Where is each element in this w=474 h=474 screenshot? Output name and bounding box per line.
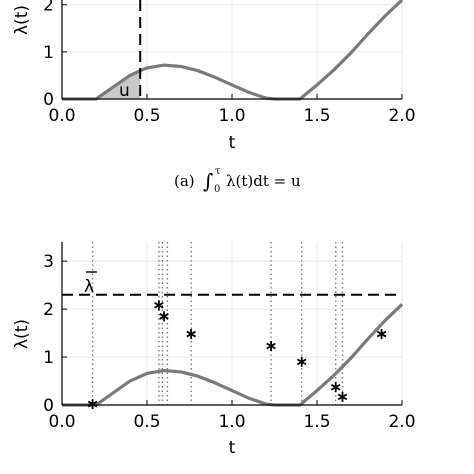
panel-b-x-tick-label: 0.0 bbox=[48, 412, 75, 432]
panel-b-x-tick-label: 0.5 bbox=[133, 412, 160, 432]
panel-a-x-tick-label: 1.5 bbox=[303, 106, 330, 126]
panel-a-ticks: 0.0 0.5 1.0 1.5 2.0 0 1 2 bbox=[43, 0, 415, 126]
panel-b-x-tick-label: 2.0 bbox=[388, 412, 415, 432]
panel-a-lambda-curve bbox=[62, 0, 404, 101]
panel-b-point bbox=[376, 329, 387, 340]
panel-a-x-tick-label: 1.0 bbox=[218, 106, 245, 126]
panel-a-x-tick-label: 0.0 bbox=[48, 106, 75, 126]
panel-a: 0.0 0.5 1.0 1.5 2.0 0 1 2 u t λ(t) (a) ∫ τ 0 λ(… bbox=[12, 0, 416, 195]
panel-b-point bbox=[296, 356, 307, 367]
panel-b-event-lines bbox=[91, 242, 344, 405]
panel-b-point bbox=[186, 329, 196, 340]
panel-a-caption-integral: ∫ bbox=[203, 169, 213, 193]
panel-b-point bbox=[154, 300, 164, 311]
panel-b-x-label: t bbox=[229, 438, 236, 458]
panel-b-point bbox=[330, 382, 341, 393]
panel-b-x-tick-label: 1.0 bbox=[218, 412, 245, 432]
panel-b-lambda-curve bbox=[62, 303, 404, 407]
panel-b-ticks: 0.0 0.5 1.0 1.5 2.0 0 1 2 3 bbox=[43, 252, 415, 432]
panel-a-shade-label: u bbox=[119, 81, 130, 101]
panel-a-caption-prefix: (a) bbox=[174, 172, 195, 190]
panel-b-y-tick-label: 1 bbox=[43, 348, 54, 368]
panel-b-point bbox=[337, 391, 348, 402]
panel-a-x-tick-label: 2.0 bbox=[388, 106, 415, 126]
panel-b-points bbox=[87, 300, 387, 410]
panel-a-caption-body: λ(t)dt = u bbox=[226, 172, 301, 190]
panel-a-x-tick-label: 0.5 bbox=[133, 106, 160, 126]
panel-a-caption-lower: 0 bbox=[214, 184, 220, 195]
panel-b-point bbox=[159, 311, 169, 322]
panel-b-grid bbox=[61, 242, 403, 406]
panel-a-y-tick-label: 0 bbox=[43, 90, 54, 110]
panel-a-y-label: λ(t) bbox=[12, 5, 32, 35]
panel-b-y-tick-label: 3 bbox=[43, 252, 54, 272]
panel-b-y-label: λ(t) bbox=[12, 319, 32, 349]
panel-b: λ 0.0 0.5 1.0 1.5 2.0 0 1 2 3 t λ(t) bbox=[12, 242, 416, 458]
panel-b-point bbox=[266, 341, 276, 352]
panel-a-y-tick-label: 2 bbox=[43, 0, 54, 16]
panel-b-point bbox=[87, 399, 98, 410]
panel-a-y-tick-label: 1 bbox=[43, 43, 54, 63]
panel-b-lambda-bar-label: λ bbox=[84, 277, 94, 297]
panel-b-x-tick-label: 1.5 bbox=[303, 412, 330, 432]
panel-a-x-label: t bbox=[229, 133, 236, 153]
panel-b-y-tick-label: 2 bbox=[43, 300, 54, 320]
panel-a-caption-upper: τ bbox=[215, 166, 221, 177]
panel-b-y-tick-label: 0 bbox=[43, 396, 54, 416]
